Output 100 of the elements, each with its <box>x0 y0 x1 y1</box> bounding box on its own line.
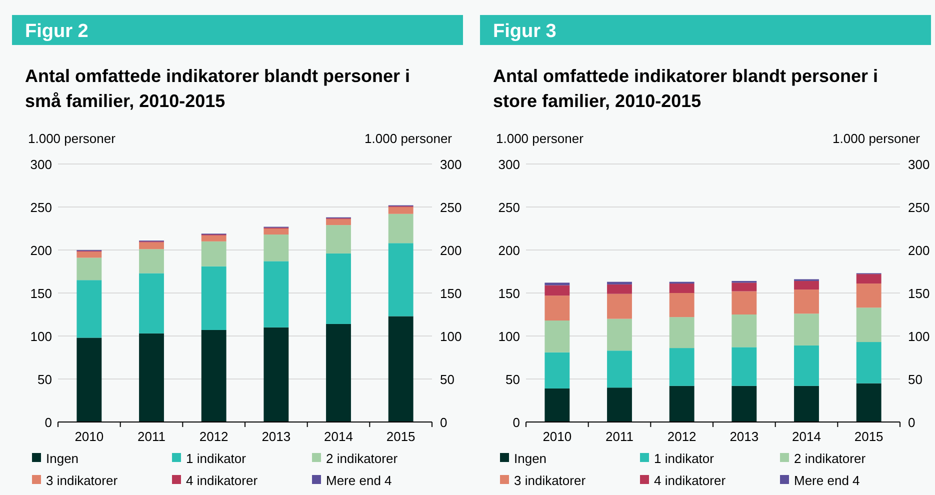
y2-tick-label: 150 <box>908 286 930 301</box>
bar <box>201 235 226 242</box>
y-tick-label: 50 <box>506 372 520 387</box>
bar <box>669 348 694 386</box>
bar <box>264 234 289 262</box>
y-tick-label: 200 <box>30 243 52 258</box>
x-tick-label: 2013 <box>262 429 291 444</box>
bar <box>794 345 819 386</box>
bar <box>856 308 882 342</box>
bar <box>856 383 882 422</box>
legend-label: 4 indikatorer <box>654 473 726 488</box>
chart-title: Figur 2 <box>25 21 88 42</box>
bar <box>76 280 102 338</box>
y-tick-label: 0 <box>44 415 52 430</box>
bar <box>76 338 102 422</box>
x-tick-label: 2014 <box>324 429 353 444</box>
bar <box>201 266 226 330</box>
y-tick-label: 200 <box>498 243 520 258</box>
bar <box>732 314 757 348</box>
bar <box>388 316 414 422</box>
y-tick-label: 250 <box>30 200 52 215</box>
bar <box>326 225 351 254</box>
bar <box>388 243 414 316</box>
chart-subtitle: Antal omfattede indikatorer blandt personer i store familier, 2010-2015 <box>493 66 878 111</box>
bar <box>76 258 102 280</box>
bar <box>139 242 164 250</box>
y-tick-label: 150 <box>498 286 520 301</box>
bar <box>732 386 757 422</box>
y2-tick-label: 100 <box>440 329 462 344</box>
bar <box>607 388 632 422</box>
bar <box>388 207 414 214</box>
bar <box>794 386 819 422</box>
bar <box>856 342 882 384</box>
bar <box>544 296 570 321</box>
bar <box>388 214 414 244</box>
y-axis-title: 1.000 personer <box>496 131 584 146</box>
legend-label: 1 indikator <box>186 451 247 466</box>
bar <box>201 241 226 266</box>
bar <box>732 282 757 292</box>
x-tick-label: 2011 <box>606 429 634 444</box>
bar <box>76 252 102 258</box>
x-tick-label: 2015 <box>854 429 884 444</box>
y2-tick-label: 50 <box>440 372 454 387</box>
bar <box>544 388 570 422</box>
bar <box>669 317 694 348</box>
bar <box>607 294 632 319</box>
x-tick-label: 2010 <box>74 429 104 444</box>
y2-tick-label: 300 <box>908 157 930 172</box>
x-tick-label: 2014 <box>792 429 821 444</box>
bar <box>544 285 570 296</box>
bar <box>264 327 289 422</box>
bar <box>326 219 351 226</box>
x-tick-label: 2012 <box>199 429 228 444</box>
bar <box>856 284 882 308</box>
bar <box>264 228 289 235</box>
bar <box>669 386 694 422</box>
y2-tick-label: 200 <box>908 243 930 258</box>
bar <box>139 333 164 422</box>
bar <box>607 350 632 388</box>
y-tick-label: 300 <box>498 157 520 172</box>
y-tick-label: 250 <box>498 200 520 215</box>
bar <box>794 280 819 290</box>
legend-label: Ingen <box>46 451 79 466</box>
bar <box>326 253 351 324</box>
bar <box>607 284 632 294</box>
bar <box>201 330 226 422</box>
bar <box>607 282 632 284</box>
bar <box>669 284 694 293</box>
y-tick-label: 100 <box>30 329 52 344</box>
bar <box>544 282 570 286</box>
y2-tick-label: 250 <box>440 200 462 215</box>
bar <box>856 274 882 284</box>
legend-label: 3 indikatorer <box>46 473 118 488</box>
bar <box>544 352 570 388</box>
y2-tick-label: 0 <box>440 415 448 430</box>
bar <box>607 318 632 351</box>
y2-axis-title: 1.000 personer <box>364 131 453 146</box>
bar <box>794 290 819 314</box>
y2-tick-label: 250 <box>908 200 930 215</box>
legend-label: 2 indikatorer <box>326 451 398 466</box>
y-tick-label: 150 <box>30 286 52 301</box>
y-tick-label: 100 <box>498 329 520 344</box>
bar <box>732 347 757 386</box>
legend-label: 4 indikatorer <box>186 473 258 488</box>
bar <box>794 314 819 346</box>
legend-label: 1 indikator <box>654 451 715 466</box>
y2-tick-label: 100 <box>908 329 930 344</box>
bar <box>139 249 164 274</box>
y2-tick-label: 50 <box>908 372 922 387</box>
chart-subtitle: Antal omfattede indikatorer blandt personer i små familier, 2010-2015 <box>25 66 410 111</box>
legend-label: Mere end 4 <box>326 473 392 488</box>
y2-tick-label: 0 <box>908 415 916 430</box>
legend-label: Mere end 4 <box>794 473 860 488</box>
bar <box>139 273 164 334</box>
legend-label: 2 indikatorer <box>794 451 866 466</box>
bar <box>264 261 289 328</box>
x-tick-label: 2012 <box>667 429 696 444</box>
bar <box>669 293 694 318</box>
legend-label: 3 indikatorer <box>514 473 586 488</box>
x-tick-label: 2011 <box>138 429 166 444</box>
